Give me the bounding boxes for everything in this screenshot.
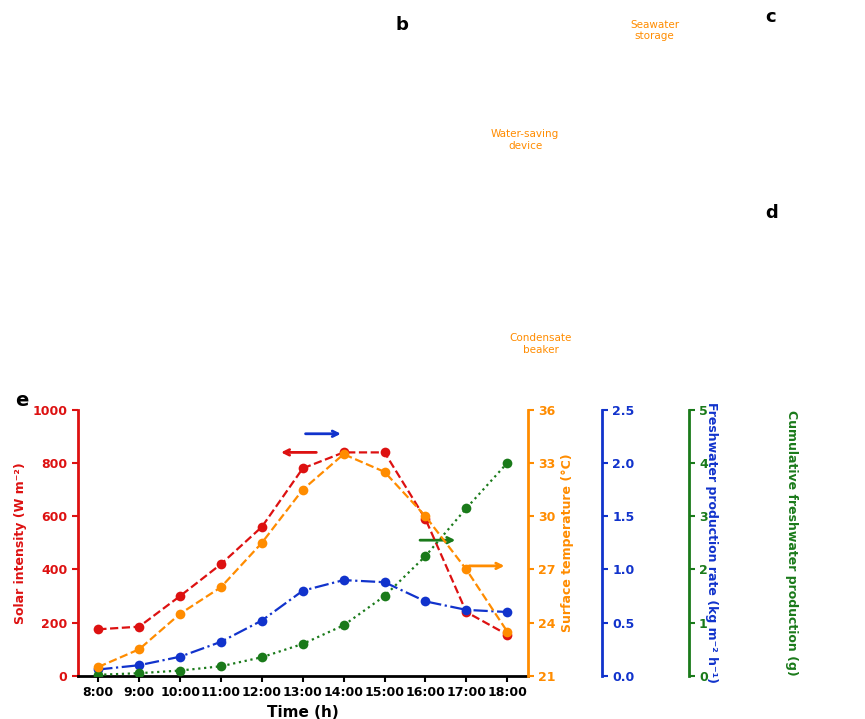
Text: Condensate
outlet: Condensate outlet (160, 270, 222, 292)
Y-axis label: Cumulative freshwater production (g): Cumulative freshwater production (g) (785, 410, 798, 676)
Text: Seawater
storage: Seawater storage (630, 19, 679, 41)
Text: Seawater
outlet: Seawater outlet (228, 168, 278, 190)
Text: Water-saving
device: Water-saving device (491, 129, 560, 151)
Text: d: d (766, 204, 778, 222)
Text: c: c (766, 8, 776, 26)
Text: b: b (396, 16, 408, 34)
Y-axis label: Solar intensity (W m⁻²): Solar intensity (W m⁻²) (14, 462, 27, 623)
Text: Condensate
beaker: Condensate beaker (509, 333, 572, 354)
Text: e: e (15, 391, 29, 411)
Y-axis label: Freshwater production rate (kg m⁻² h⁻¹): Freshwater production rate (kg m⁻² h⁻¹) (705, 403, 718, 683)
Y-axis label: Surface temperature (°C): Surface temperature (°C) (561, 454, 574, 632)
Text: a: a (16, 16, 27, 34)
X-axis label: Time (h): Time (h) (267, 705, 338, 719)
Text: EHSC-VR: EHSC-VR (168, 94, 213, 104)
Text: Seawater
inlet: Seawater inlet (16, 145, 64, 167)
